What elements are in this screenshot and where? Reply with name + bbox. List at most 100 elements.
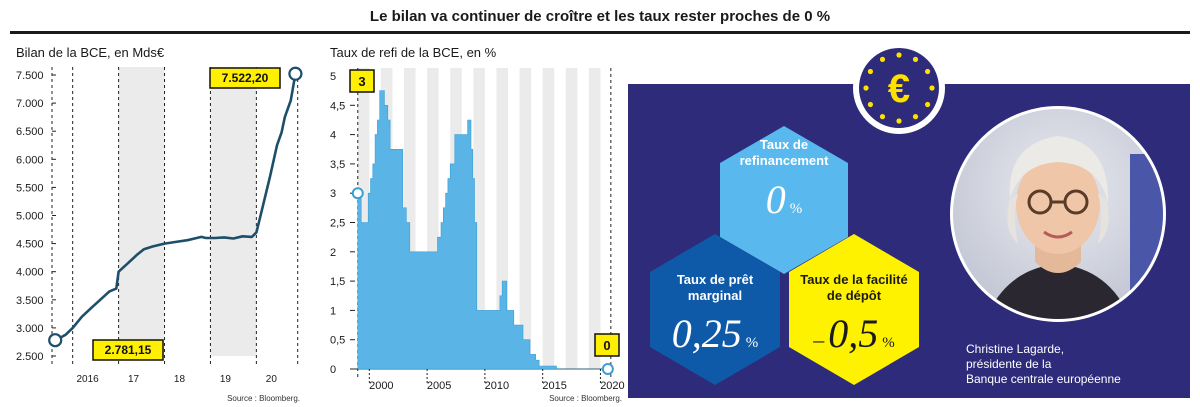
x-tick-label: 2005	[427, 380, 451, 392]
year-band	[427, 68, 439, 369]
headline-rule	[10, 31, 1190, 34]
portrait-photo-icon	[950, 106, 1166, 322]
year-band	[404, 68, 416, 369]
hex-marginal-value: 0,25 %	[651, 310, 779, 357]
year-band	[542, 68, 555, 369]
chart-title: Taux de refi de la BCE, en %	[330, 45, 497, 60]
hex-depot-label: Taux de la facilité de dépôt	[790, 272, 918, 304]
x-tick-label: 20	[266, 374, 278, 385]
y-tick-label: 4.500	[16, 239, 44, 251]
year-band	[473, 68, 485, 369]
logo-star	[912, 56, 919, 62]
y-tick-label: 2	[330, 247, 336, 259]
year-band	[588, 68, 601, 369]
y-tick-label: 3	[330, 188, 336, 200]
end-marker	[601, 363, 614, 375]
hex-marginal-label: Taux de prêt marginal	[651, 272, 779, 304]
hex-refi-unit: %	[789, 201, 803, 217]
x-tick-label: 2020	[600, 380, 624, 392]
x-tick-label: 2015	[542, 380, 566, 392]
hexagons	[650, 126, 919, 385]
x-tick-label: 17	[128, 374, 140, 385]
hex-marginal-label-line1: Taux de prêt	[676, 272, 754, 287]
hex-refi-value: 0 %	[720, 176, 848, 223]
hex-depot-value: – 0,5 %	[790, 310, 918, 357]
hex-refinancement	[720, 126, 848, 274]
logo-star	[867, 68, 873, 75]
caption-line1: Christine Lagarde,	[966, 342, 1065, 356]
refi-area	[357, 90, 612, 370]
y-tick-label: 7.000	[16, 98, 44, 110]
caption-line3: Banque centrale européenne	[966, 372, 1121, 386]
year-band	[496, 68, 508, 369]
balance-line	[54, 73, 297, 342]
start-value-label: 2.781,15	[105, 343, 152, 357]
start-value-box	[92, 339, 164, 361]
hex-marginal-unit: %	[745, 335, 759, 351]
y-tick-label: 7.500	[16, 70, 44, 82]
x-tick-label: 2000	[369, 380, 393, 392]
logo-star	[879, 56, 886, 62]
y-tick-label: 5.500	[16, 182, 44, 194]
start-marker	[48, 333, 63, 348]
balance-sheet-chart: Bilan de la BCE, en Mds€ 2.500 3.000 3.500…	[16, 45, 303, 403]
y-tick-label: 1	[330, 305, 336, 317]
hex-refi-label: Taux de refinancement	[720, 137, 848, 169]
headline: Le bilan va continuer de croître et les …	[369, 8, 831, 25]
logo-star	[912, 114, 919, 120]
logo-star	[929, 85, 935, 91]
end-value-label: 7.522,20	[222, 71, 269, 85]
chart-title: Bilan de la BCE, en Mds€	[16, 45, 165, 60]
logo-star	[867, 101, 873, 108]
y-tick-label: 4.000	[16, 267, 44, 279]
x-tick-label: 18	[174, 374, 186, 385]
year-band	[565, 68, 578, 369]
y-tick-label: 5	[330, 71, 336, 83]
year-band	[357, 68, 370, 369]
euro-symbol: €	[888, 67, 910, 111]
hex-depot-unit: %	[882, 335, 895, 351]
ecb-euro-logo-icon: €	[853, 42, 945, 134]
end-marker	[288, 66, 303, 81]
hex-pret-marginal	[650, 234, 780, 385]
y-tick-label: 3.000	[16, 323, 44, 335]
y-tick-label: 4	[330, 130, 336, 142]
y-tick-label: 2.500	[16, 351, 44, 363]
source-note: Source : Bloomberg.	[549, 394, 622, 403]
hex-marginal-label-line2: marginal	[687, 288, 743, 303]
hex-depot-label-line1: Taux de la facilité	[800, 272, 908, 287]
start-marker	[351, 187, 364, 200]
y-tick-label: 0,5	[330, 335, 345, 347]
caption-line2: présidente de la	[966, 357, 1052, 371]
hex-depot-number: 0,5	[828, 311, 879, 356]
logo-star	[896, 52, 902, 58]
refi-rate-chart: Taux de refi de la BCE, en % 0 0,5 1 1,5 2 2,…	[330, 45, 625, 403]
logo-star	[879, 114, 886, 120]
logo-star	[925, 101, 931, 108]
portrait-caption: Christine Lagarde, présidente de la Banq…	[966, 342, 1166, 387]
x-tick-label: 2016	[77, 374, 100, 385]
hex-facilite-depot	[789, 234, 919, 385]
y-tick-label: 2,5	[330, 218, 345, 230]
hex-refi-label-line1: Taux de	[759, 137, 809, 152]
year-band	[519, 68, 532, 369]
y-tick-label: 1,5	[330, 276, 345, 288]
source-note: Source : Bloomberg.	[227, 394, 300, 403]
end-value-box	[209, 67, 281, 89]
hex-depot-sign: –	[813, 327, 825, 352]
year-band	[210, 67, 257, 356]
hex-marginal-number: 0,25	[671, 311, 742, 356]
y-tick-label: 5.000	[16, 211, 44, 223]
end-value-label: 0	[603, 338, 610, 353]
y-tick-label: 0	[330, 364, 336, 376]
start-value-box	[349, 69, 375, 93]
y-tick-label: 3,5	[330, 159, 345, 171]
logo-star	[863, 85, 869, 91]
start-value-label: 3	[358, 74, 365, 89]
hex-refi-label-line2: refinancement	[739, 153, 829, 168]
x-tick-label: 2010	[485, 380, 509, 392]
y-tick-label: 3.500	[16, 295, 44, 307]
y-tick-label: 6.000	[16, 154, 44, 166]
year-band	[118, 67, 165, 356]
end-value-box	[594, 333, 620, 357]
